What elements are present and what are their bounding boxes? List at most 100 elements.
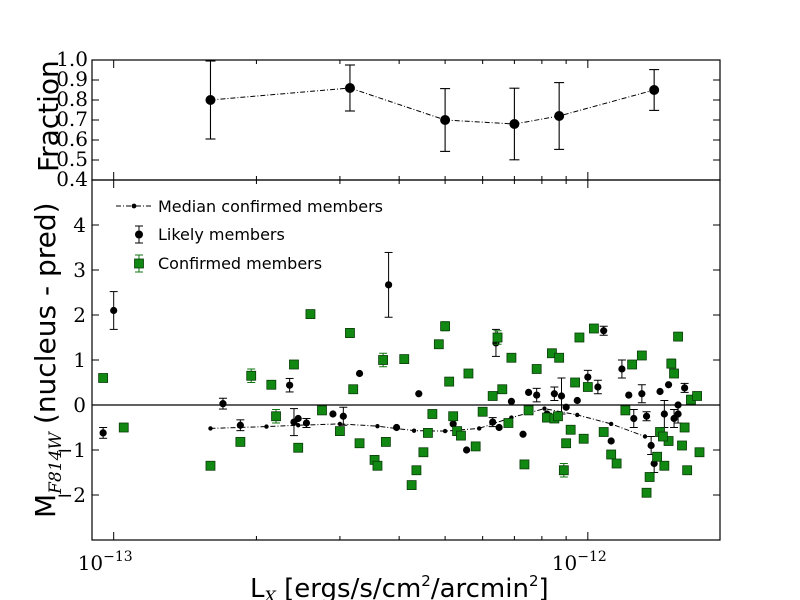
confirmed-point xyxy=(669,368,679,379)
top-panel-frame xyxy=(91,59,721,181)
confirmed-point xyxy=(440,321,451,332)
median-point xyxy=(208,426,213,431)
bottom-ylabel-rest: (nucleus - pred) xyxy=(29,202,62,424)
confirmed-point xyxy=(673,331,683,342)
confirmed-point xyxy=(399,354,410,365)
likely-point xyxy=(642,412,651,420)
bottom-ylabel: MF814W (nucleus - pred) xyxy=(29,202,66,518)
confirmed-point xyxy=(558,465,569,476)
x-tick-label: 10−12 xyxy=(552,549,607,575)
likely-point xyxy=(674,401,682,409)
bottom-ytick-label: 3 xyxy=(73,258,86,282)
top-ytick-label: 0.9 xyxy=(56,67,88,91)
confirmed-point xyxy=(531,364,542,374)
confirmed-point xyxy=(682,465,693,476)
confirmed-point xyxy=(694,447,705,458)
confirmed-point xyxy=(444,376,455,387)
legend-confirmed-marker xyxy=(134,258,144,269)
likely-point xyxy=(674,410,682,418)
confirmed-point xyxy=(463,368,474,379)
likely-point xyxy=(533,391,541,399)
confirmed-point xyxy=(574,332,585,343)
confirmed-point xyxy=(582,382,593,392)
xlabel-sub: X xyxy=(263,587,277,600)
likely-point xyxy=(294,414,302,423)
confirmed-point xyxy=(372,460,383,471)
top-panel-plot xyxy=(205,60,660,161)
bottom-ytick-label: −2 xyxy=(57,483,86,507)
legend-likely-label: Likely members xyxy=(158,225,285,244)
likely-point xyxy=(681,384,689,392)
confirmed-point xyxy=(503,418,514,428)
confirmed-point xyxy=(411,465,422,476)
confirmed-point xyxy=(293,442,304,453)
likely-point xyxy=(573,396,581,405)
confirmed-point xyxy=(380,436,391,447)
confirmed-point xyxy=(554,352,565,363)
fraction-point xyxy=(440,115,451,125)
confirmed-point xyxy=(98,373,109,383)
confirmed-point xyxy=(578,433,589,444)
likely-point xyxy=(594,383,602,391)
confirmed-point xyxy=(266,379,277,390)
confirmed-point xyxy=(456,430,466,441)
likely-point xyxy=(355,369,364,378)
confirmed-point xyxy=(470,441,481,452)
top-ytick-label: 0.7 xyxy=(56,107,88,131)
confirmed-point xyxy=(652,451,663,462)
confirmed-point xyxy=(492,332,503,343)
likely-point xyxy=(99,429,107,437)
likely-point xyxy=(630,414,638,423)
likely-point xyxy=(415,390,423,398)
top-ytick-label: 0.8 xyxy=(56,87,88,111)
likely-point xyxy=(462,446,471,454)
likely-point xyxy=(584,373,592,381)
confirmed-point xyxy=(606,449,617,460)
legend: Median confirmed members Likely members … xyxy=(116,197,383,273)
confirmed-point xyxy=(289,359,299,370)
confirmed-point xyxy=(611,458,622,469)
xlabel-rest2: /arcmin xyxy=(431,574,529,600)
fraction-line xyxy=(210,87,655,125)
confirmed-point xyxy=(487,391,498,401)
confirmed-point xyxy=(677,440,687,451)
median-point xyxy=(575,412,580,418)
likely-point xyxy=(664,381,673,389)
likely-point xyxy=(392,423,401,432)
top-ylabel: Fraction xyxy=(32,60,65,172)
likely-point xyxy=(507,397,516,405)
likely-point xyxy=(618,365,626,373)
xlabel-sup2: 2 xyxy=(529,572,539,590)
median-point xyxy=(476,426,482,431)
bottom-ytick-label: 0 xyxy=(73,393,86,417)
confirmed-point xyxy=(598,427,609,437)
likely-point xyxy=(660,410,668,418)
confirmed-point xyxy=(570,377,580,388)
confirmed-point xyxy=(335,426,345,437)
confirmed-point xyxy=(423,427,433,438)
confirmed-point xyxy=(497,384,508,395)
likely-point xyxy=(607,437,615,445)
confirmed-point xyxy=(644,472,655,482)
legend-confirmed-label: Confirmed members xyxy=(158,254,322,273)
x-tick-label: 10−13 xyxy=(78,549,133,575)
confirmed-point xyxy=(641,487,652,498)
top-ytick-label: 0.4 xyxy=(56,167,88,191)
confirmed-point xyxy=(561,438,572,449)
likely-point xyxy=(519,430,527,438)
likely-point xyxy=(557,392,566,400)
bottom-ytick-label: −1 xyxy=(57,438,86,462)
likely-point xyxy=(650,459,658,468)
likely-point xyxy=(550,390,558,398)
confirmed-point xyxy=(692,391,702,401)
x-tick-base: 10 xyxy=(78,551,103,575)
confirmed-point xyxy=(271,411,281,422)
confirmed-point xyxy=(418,447,429,458)
confirmed-point xyxy=(659,460,670,471)
median-point xyxy=(264,424,269,429)
median-point xyxy=(411,428,417,433)
top-ytick-label: 0.5 xyxy=(56,147,88,171)
likely-point xyxy=(449,420,457,428)
bottom-ytick-label: 1 xyxy=(73,348,86,372)
fraction-point xyxy=(649,85,660,95)
